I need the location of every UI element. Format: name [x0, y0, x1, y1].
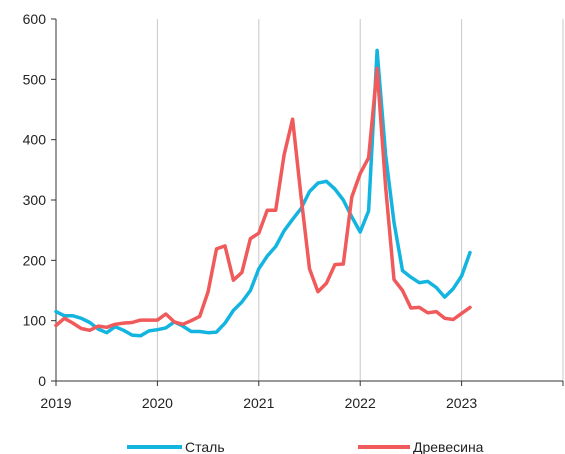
- legend: Сталь Древесина: [127, 439, 484, 454]
- legend-label: Сталь: [185, 439, 225, 454]
- axes: [51, 18, 564, 386]
- grid-lines: [156, 19, 564, 381]
- x-tick-label: 2023: [446, 395, 477, 411]
- x-tick-label: 2020: [142, 395, 173, 411]
- y-tick-label: 0: [38, 373, 46, 389]
- legend-label: Древесина: [413, 439, 484, 454]
- x-tick-label: 2022: [345, 395, 376, 411]
- x-tick-label: 2019: [40, 395, 71, 411]
- series-line-steel: [54, 48, 472, 338]
- y-tick-label: 100: [23, 313, 47, 329]
- tick-labels: 0 100 200 300 400 500 600 2019 2020 2021 2022 2023: [23, 11, 478, 411]
- series-line-wood: [54, 66, 472, 333]
- series-lines: [54, 48, 472, 338]
- y-tick-label: 400: [23, 132, 47, 148]
- y-tick-label: 300: [23, 192, 47, 208]
- x-tick-label: 2021: [243, 395, 274, 411]
- y-tick-label: 500: [23, 71, 47, 87]
- y-tick-label: 200: [23, 252, 47, 268]
- y-tick-label: 600: [23, 11, 47, 27]
